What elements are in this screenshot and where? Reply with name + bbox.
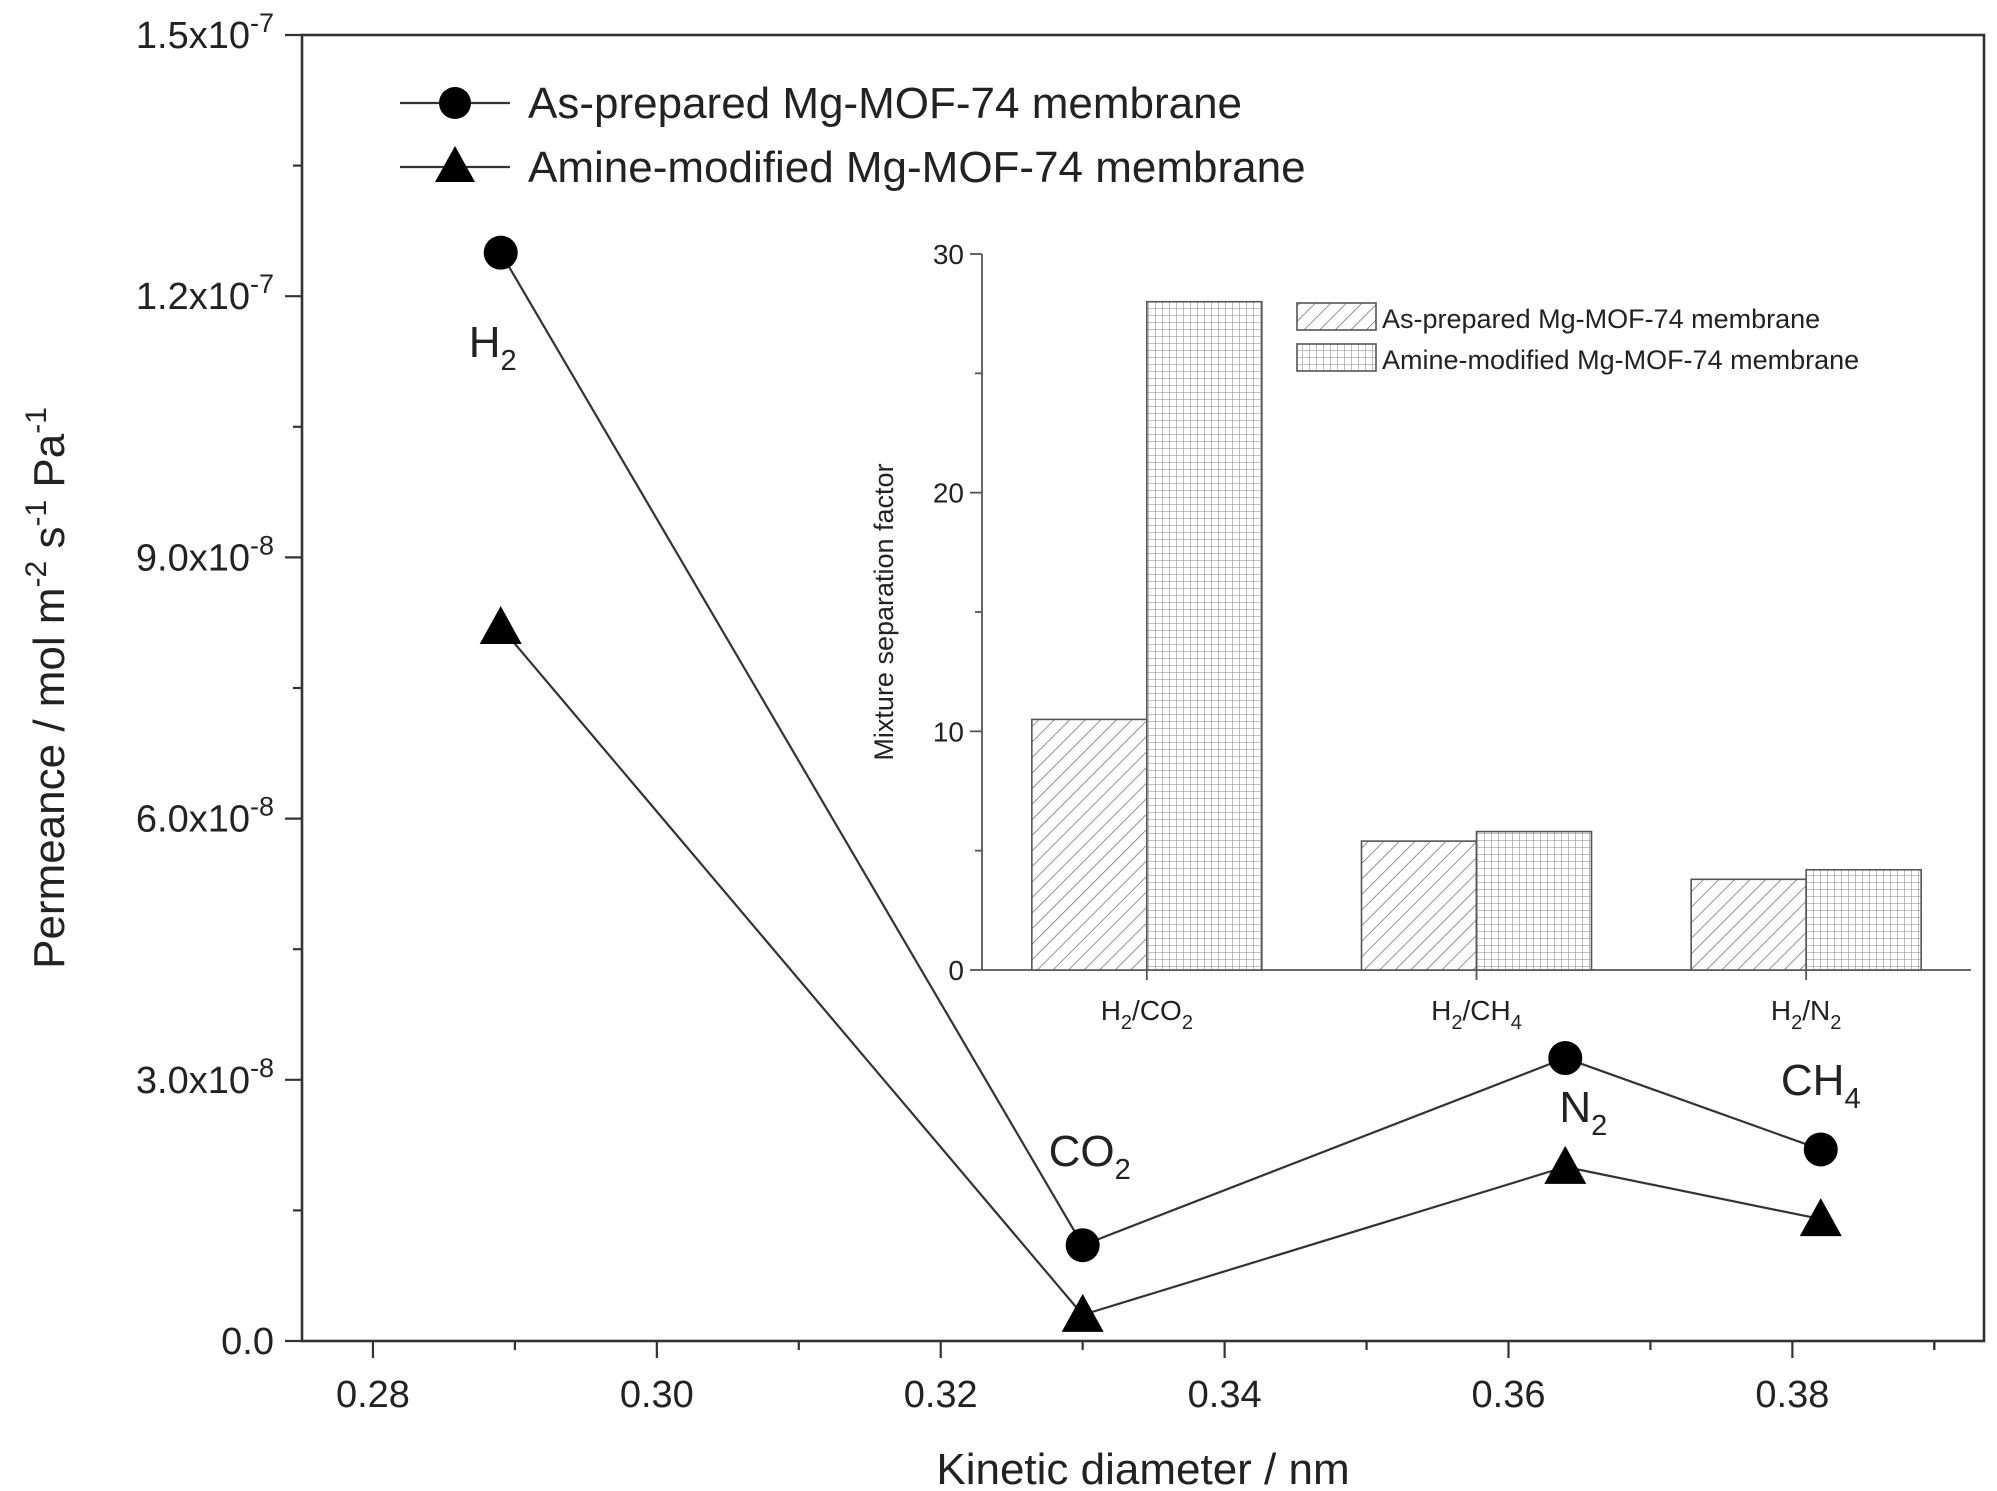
inset-bar (1475, 830, 1593, 971)
inset-category-labels: H2/CO2 H2/CH4 H2/N2 (1101, 995, 1842, 1034)
x-tick-label: 0.38 (1755, 1374, 1829, 1416)
y-axis-title: Permeance / mol m-2 s-1 Pa-1 (20, 407, 74, 969)
y-axis-title-exp2: -1 (20, 500, 53, 527)
y-axis-title-exp3: -1 (20, 407, 53, 434)
legend-label-as-prepared: As-prepared Mg-MOF-74 membrane (528, 79, 1242, 128)
x-tick-label: 0.34 (1188, 1374, 1262, 1416)
x-tick-label: 0.30 (620, 1374, 694, 1416)
series-line-segment (499, 252, 1084, 1246)
y-tick-label: 1.5x10-7 (136, 8, 274, 57)
y-axis-title-exp1: -2 (20, 561, 53, 588)
y-axis-title-mid1: s (25, 527, 74, 561)
data-point-circle (1548, 1041, 1583, 1076)
inset-y-tick-label: 20 (933, 478, 964, 509)
inset-bar (1360, 840, 1478, 971)
inset-bar (1031, 718, 1148, 971)
y-tick-label: 3.0x10-8 (136, 1053, 274, 1102)
legend-triangle-icon (435, 146, 475, 182)
inset-bars (1031, 300, 1922, 971)
inset-bar (1146, 300, 1263, 971)
main-ticks (285, 33, 1936, 1358)
y-tick-label: 1.2x10-7 (136, 269, 274, 318)
main-series-layer (479, 235, 1842, 1332)
inset-legend-swatch-grid (1296, 343, 1377, 372)
y-tick-label: 0.0 (221, 1321, 274, 1363)
inset-bar-chart: 0 10 20 30 H2/CO2 H2/CH4 H2/N2 Mixture separa… (869, 239, 1971, 1034)
gas-label: H2 (469, 318, 517, 377)
inset-bar (1805, 868, 1922, 971)
y-tick-label: 9.0x10-8 (136, 530, 274, 579)
gas-annotations: H2 CO2 N2 CH4 (469, 318, 1861, 1186)
series-line-segment (1564, 1056, 1822, 1151)
data-point-circle (483, 235, 518, 270)
gas-label: N2 (1559, 1083, 1607, 1142)
y-axis-title-mid2: Pa (25, 433, 74, 500)
inset-bar (1690, 878, 1807, 971)
data-point-triangle (479, 606, 522, 645)
inset-y-tick-label: 30 (933, 239, 964, 270)
data-point-circle (1803, 1132, 1838, 1167)
inset-ticks: 0 10 20 30 (933, 239, 1808, 986)
gas-label: CH4 (1781, 1056, 1861, 1115)
data-point-circle (1065, 1228, 1100, 1263)
y-tick-label: 6.0x10-8 (136, 792, 274, 841)
series-line-segment (1082, 1165, 1566, 1316)
inset-y-tick-label: 10 (933, 716, 964, 747)
main-legend: As-prepared Mg-MOF-74 membrane Amine-mod… (400, 79, 1306, 192)
series-line-segment (499, 626, 1084, 1316)
legend-circle-icon (439, 87, 471, 119)
main-plot-frame (300, 33, 1986, 1343)
main-tick-labels: 0.28 0.30 0.32 0.34 0.36 0.38 0.0 3.0x10-8 6.0x1… (136, 8, 1829, 1416)
inset-legend-label-as-prepared: As-prepared Mg-MOF-74 membrane (1382, 304, 1820, 334)
y-axis-title-base: Permeance / mol m (25, 587, 74, 968)
x-tick-label: 0.36 (1472, 1374, 1546, 1416)
x-axis-title: Kinetic diameter / nm (936, 1445, 1349, 1491)
inset-category-label: H2/N2 (1771, 995, 1841, 1034)
inset-legend-swatch-diagonal (1296, 302, 1377, 331)
inset-legend-label-amine: Amine-modified Mg-MOF-74 membrane (1382, 345, 1859, 375)
inset-y-tick-label: 0 (948, 955, 964, 986)
inset-legend: As-prepared Mg-MOF-74 membrane Amine-mod… (1296, 302, 1859, 375)
inset-y-axis-title: Mixture separation factor (869, 463, 899, 760)
x-tick-label: 0.28 (336, 1374, 410, 1416)
series-line-segment (1082, 1057, 1566, 1247)
series-line-segment (1565, 1165, 1821, 1221)
legend-label-amine: Amine-modified Mg-MOF-74 membrane (528, 143, 1306, 192)
data-point-triangle (1061, 1293, 1104, 1332)
x-tick-label: 0.32 (904, 1374, 978, 1416)
inset-category-label: H2/CO2 (1101, 995, 1193, 1034)
gas-label: CO2 (1049, 1127, 1131, 1186)
data-point-triangle (1799, 1198, 1842, 1237)
data-point-triangle (1544, 1145, 1587, 1184)
inset-category-label: H2/CH4 (1431, 995, 1522, 1034)
